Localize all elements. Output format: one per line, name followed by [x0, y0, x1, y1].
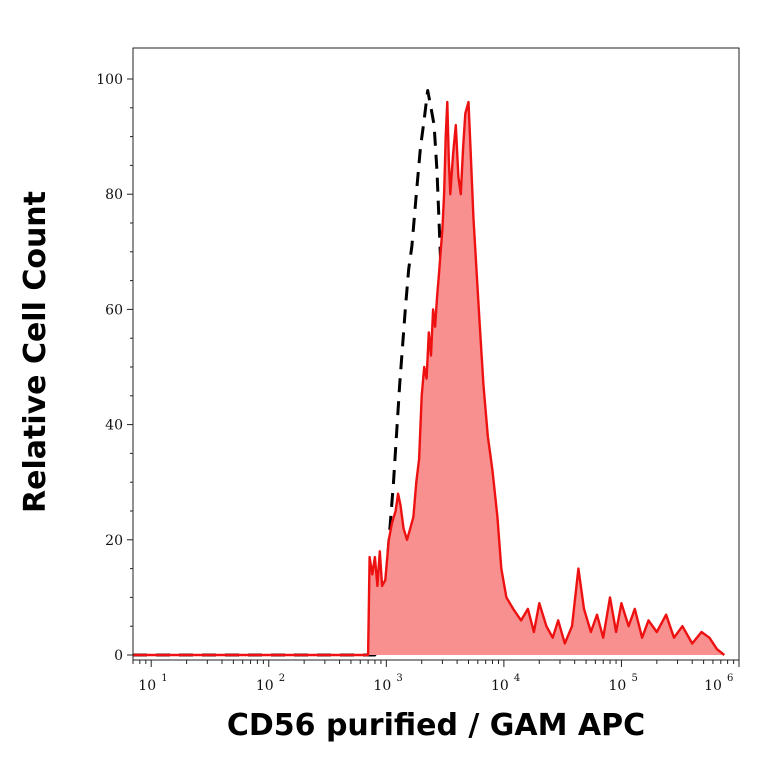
plot-frame	[132, 47, 740, 661]
x-axis-title: CD56 purified / GAM APC	[227, 708, 645, 743]
y-tick-label: 20	[105, 533, 123, 549]
stained-histogram-fill	[133, 102, 725, 655]
stained-histogram-line	[133, 100, 726, 657]
plot-content	[133, 89, 726, 657]
y-tick-label: 0	[114, 648, 123, 664]
x-tick-exponent: 4	[514, 673, 520, 684]
x-tick-label: 10	[373, 678, 391, 694]
ticks: 0 20 40 60 80 100 10 1 10 2 10 3 10 4 10 5 10 6	[96, 72, 740, 694]
x-tick-exponent: 6	[727, 673, 733, 684]
x-tick-label: 10	[491, 678, 509, 694]
y-axis-title: Relative Cell Count	[18, 191, 53, 513]
y-tick-label: 60	[105, 302, 123, 318]
axes	[132, 47, 740, 661]
x-tick-label: 10	[704, 678, 722, 694]
y-tick-label: 40	[105, 418, 123, 434]
x-tick-label: 10	[256, 678, 274, 694]
x-tick-exponent: 3	[396, 673, 402, 684]
y-tick-label: 80	[105, 187, 123, 203]
x-tick-exponent: 5	[631, 673, 637, 684]
x-tick-label: 10	[138, 678, 156, 694]
x-tick-exponent: 1	[161, 673, 167, 684]
x-tick-exponent: 2	[279, 673, 285, 684]
y-tick-label: 100	[96, 72, 123, 88]
x-tick-label: 10	[609, 678, 627, 694]
